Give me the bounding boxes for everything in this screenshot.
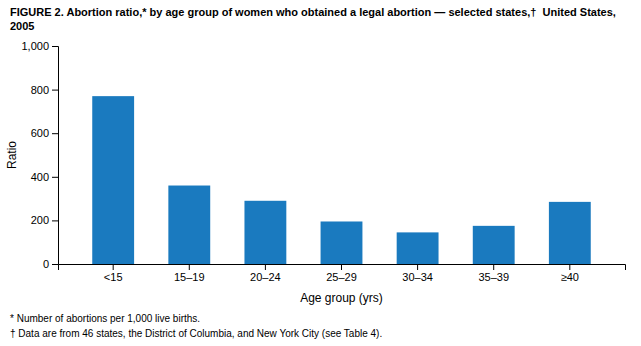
x-tick: 25–29: [326, 264, 357, 283]
x-tick-mark: [189, 264, 190, 270]
y-tick-mark: [52, 220, 58, 221]
x-tick-label: 30–34: [402, 271, 433, 283]
y-tick: 1,000: [21, 40, 58, 52]
x-tick: 35–39: [478, 264, 509, 283]
bar: [92, 96, 134, 264]
y-tick: 600: [31, 127, 58, 139]
y-tick: 200: [31, 214, 58, 226]
x-tick-label: 20–24: [250, 271, 281, 283]
y-tick-label: 400: [31, 171, 49, 183]
bar: [397, 232, 439, 264]
chart-title: FIGURE 2. Abortion ratio,* by age group …: [10, 6, 616, 32]
x-tick-label: 25–29: [326, 271, 357, 283]
x-tick: 30–34: [402, 264, 433, 283]
footnote: * Number of abortions per 1,000 live bir…: [10, 313, 200, 324]
y-tick: 800: [31, 84, 58, 96]
chart-svg: FIGURE 2. Abortion ratio,* by age group …: [0, 0, 641, 346]
x-tick-label: <15: [104, 271, 123, 283]
y-tick: 400: [31, 171, 58, 183]
bars: [92, 96, 591, 264]
x-tick: <15: [104, 264, 123, 283]
y-axis-title: Ratio: [5, 141, 19, 169]
y-tick-label: 200: [31, 214, 49, 226]
x-tick-label: 35–39: [478, 271, 509, 283]
x-tick-mark: [265, 264, 266, 270]
x-tick: 20–24: [250, 264, 281, 283]
bar: [321, 221, 363, 264]
x-tick-label: 15–19: [174, 271, 205, 283]
plot-area: 0 200 400 600 800 1,000 <15 15–19 20–24 25–29 30–3…: [21, 40, 625, 283]
x-tick-mark: [417, 264, 418, 270]
bar: [549, 202, 591, 264]
y-tick-mark: [52, 177, 58, 178]
x-axis: <15 15–19 20–24 25–29 30–34 35–39 ≥40: [59, 264, 626, 283]
y-axis-line: [52, 47, 59, 265]
y-tick-label: 0: [43, 258, 49, 270]
x-tick-mark: [569, 264, 570, 270]
x-tick-mark: [493, 264, 494, 270]
x-tick: ≥40: [561, 264, 579, 283]
y-axis: 0 200 400 600 800 1,000: [21, 40, 58, 270]
y-tick-mark: [52, 264, 58, 265]
x-axis-line: [59, 265, 626, 271]
bar: [473, 226, 515, 264]
y-tick: 0: [43, 258, 58, 270]
x-tick-mark: [341, 264, 342, 270]
x-tick: 15–19: [174, 264, 205, 283]
bar: [168, 186, 210, 264]
bar: [244, 201, 286, 264]
y-tick-mark: [52, 133, 58, 134]
y-tick-mark: [52, 46, 58, 47]
y-tick-mark: [52, 90, 58, 91]
y-tick-label: 1,000: [21, 40, 49, 52]
y-tick-label: 800: [31, 84, 49, 96]
footnote: † Data are from 46 states, the District …: [10, 328, 382, 339]
y-tick-label: 600: [31, 127, 49, 139]
x-tick-mark: [113, 264, 114, 270]
x-tick-label: ≥40: [561, 271, 579, 283]
x-axis-title: Age group (yrs): [300, 291, 383, 305]
